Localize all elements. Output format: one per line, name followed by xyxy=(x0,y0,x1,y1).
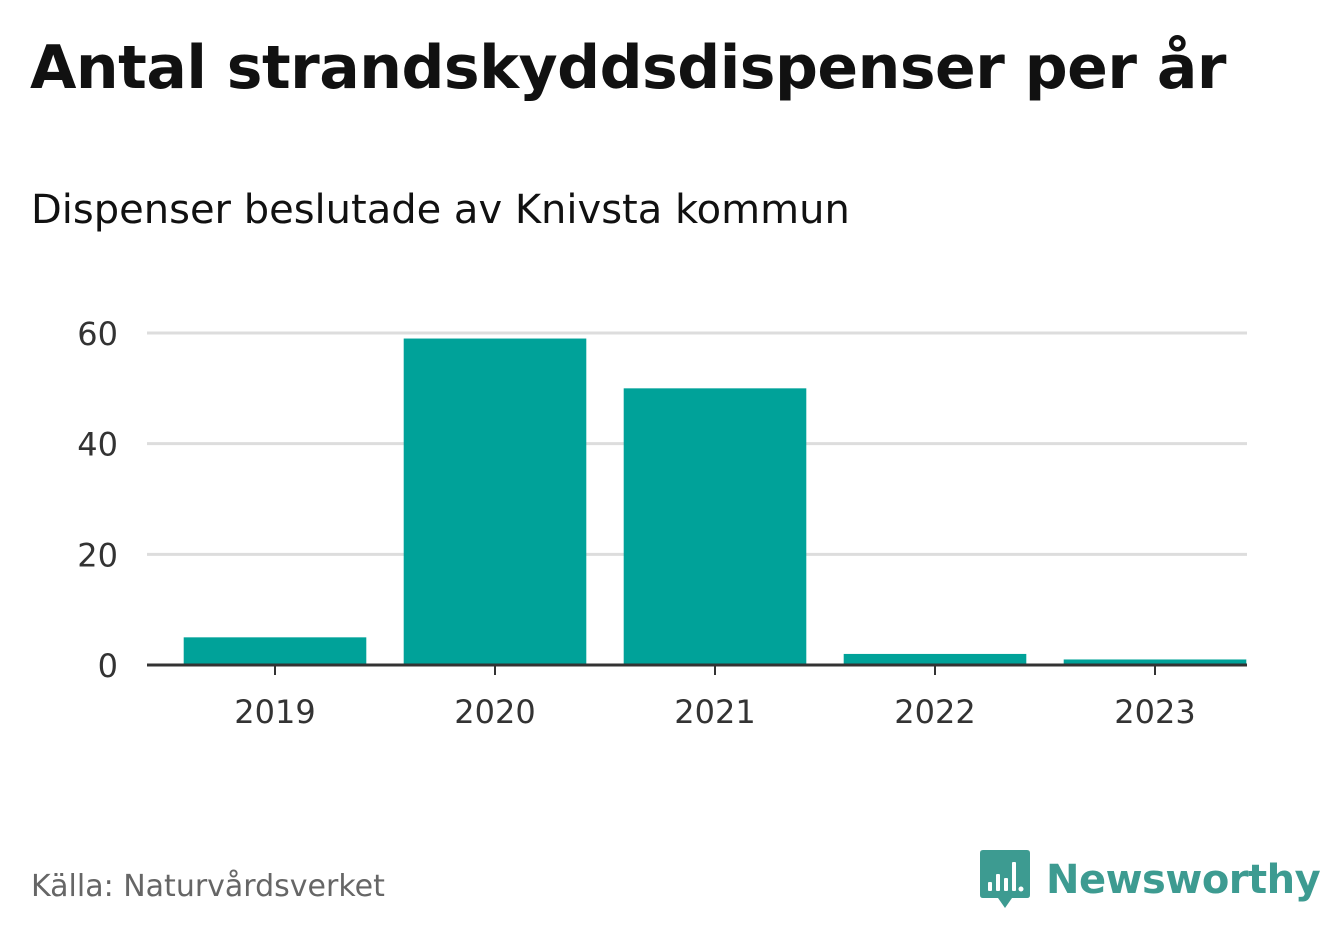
brand-name: Newsworthy xyxy=(1046,857,1321,903)
bar-2023 xyxy=(1063,659,1247,665)
logo-bar-4 xyxy=(1012,862,1016,891)
source-note: Källa: Naturvårdsverket xyxy=(31,869,385,904)
bar-2021 xyxy=(623,388,807,665)
bars xyxy=(183,338,1247,665)
x-tick-label-2022: 2022 xyxy=(894,693,975,731)
y-tick-label-40: 40 xyxy=(77,426,118,464)
chart-title: Antal strandskyddsdispenser per år xyxy=(30,33,1226,103)
bar-2022 xyxy=(843,653,1027,665)
x-axis xyxy=(147,663,1247,675)
y-tick-label-20: 20 xyxy=(77,536,118,574)
y-tick-labels: 0 20 40 60 xyxy=(77,315,118,685)
y-tick-label-60: 60 xyxy=(77,315,118,353)
y-tick-label-0: 0 xyxy=(98,647,118,685)
logo-bar-1 xyxy=(988,882,992,891)
logo-bar-2 xyxy=(996,874,1000,891)
chart-subtitle: Dispenser beslutade av Knivsta kommun xyxy=(31,187,850,233)
logo-bar-3 xyxy=(1004,878,1008,891)
x-tick-label-2023: 2023 xyxy=(1114,693,1195,731)
x-tick-label-2021: 2021 xyxy=(674,693,755,731)
x-tick-label-2019: 2019 xyxy=(234,693,315,731)
bar-chart-speech-bubble-icon xyxy=(980,850,1030,908)
newsworthy-brand[interactable]: Newsworthy xyxy=(980,850,1321,910)
bar-2019 xyxy=(183,637,367,665)
bar-2020 xyxy=(403,338,587,665)
bar-chart: 0 20 40 60 2019 2020 2021 2022 2023 xyxy=(77,315,1247,731)
x-tick-label-2020: 2020 xyxy=(454,693,535,731)
logo-dot xyxy=(1018,886,1024,892)
x-tick-labels: 2019 2020 2021 2022 2023 xyxy=(234,693,1195,731)
